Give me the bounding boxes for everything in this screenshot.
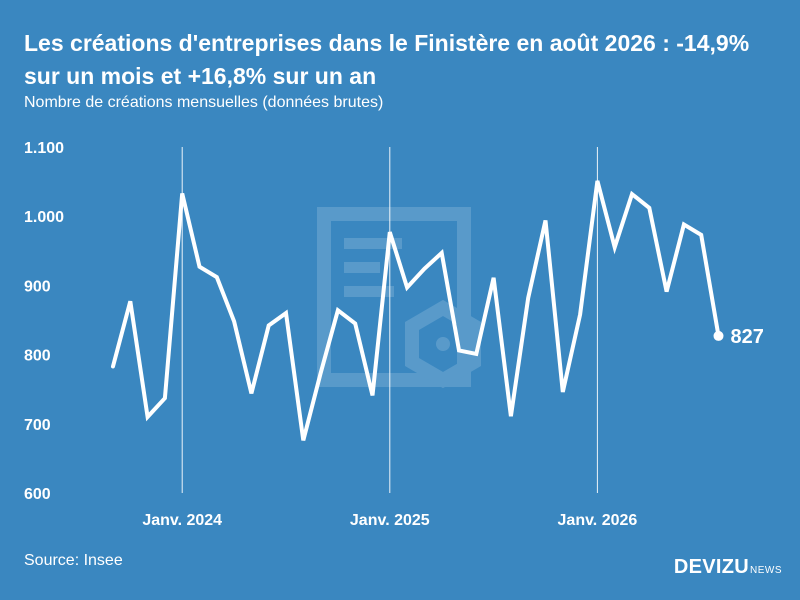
y-tick-label: 700 <box>24 417 51 434</box>
x-axis: Janv. 2024 Janv. 2025 Janv. 2026 <box>142 512 637 529</box>
brand-logo: DEVIZUNEWS <box>674 556 782 579</box>
x-tick-label: Janv. 2026 <box>558 512 638 529</box>
source-note: Source: Insee <box>24 552 123 569</box>
series-line <box>111 180 721 441</box>
chart-title: Les créations d'entreprises dans le Fini… <box>24 30 750 89</box>
y-tick-label: 1.100 <box>24 140 64 157</box>
x-tick-label: Janv. 2024 <box>142 512 222 529</box>
y-tick-label: 1.000 <box>24 209 64 226</box>
last-value-label: 827 <box>731 326 764 348</box>
chart-subtitle: Nombre de créations mensuelles (données … <box>24 94 384 111</box>
x-tick-label: Janv. 2025 <box>350 512 430 529</box>
gridlines <box>181 147 598 493</box>
last-point-marker <box>713 330 724 341</box>
y-tick-label: 600 <box>24 486 51 503</box>
watermark-icon <box>317 207 481 389</box>
y-axis: 600 700 800 900 1.000 1.100 <box>24 140 64 503</box>
brand-suffix: NEWS <box>750 565 782 576</box>
y-tick-label: 900 <box>24 278 51 295</box>
y-tick-label: 800 <box>24 348 51 365</box>
brand-name: DEVIZU <box>673 556 749 578</box>
